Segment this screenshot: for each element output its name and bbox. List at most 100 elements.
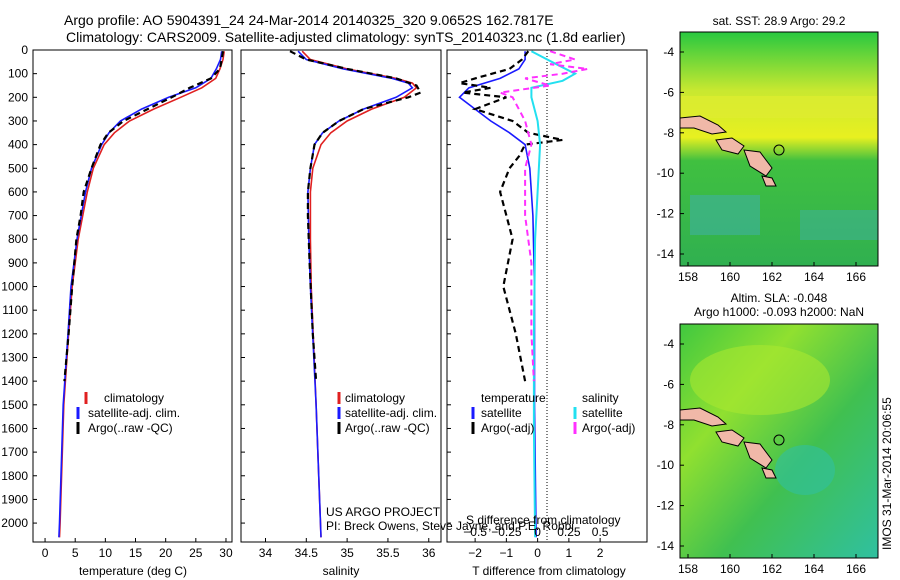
- lat-tick-label: -4: [663, 337, 674, 351]
- depth-tick-label: 800: [8, 232, 28, 246]
- sst-cool-patch: [800, 210, 878, 240]
- sst-warm-band: [680, 96, 878, 118]
- series-line-argo-raw-qc-: [289, 50, 423, 382]
- depth-tick-label: 1800: [1, 469, 28, 483]
- s-tick-label: 0.25: [557, 525, 581, 539]
- island-shape: [715, 137, 745, 155]
- legend-climatology: climatology: [345, 391, 405, 405]
- lat-tick-label: -14: [657, 539, 675, 553]
- depth-tick-label: 1000: [1, 280, 28, 294]
- difference-xlabel: T difference from climatology: [472, 564, 626, 578]
- depth-tick-label: 900: [8, 256, 28, 270]
- lon-tick-label: 162: [762, 562, 782, 576]
- depth-tick-label: 1400: [1, 374, 28, 388]
- salinity-axes-frame: [240, 49, 442, 543]
- island-shape: [743, 149, 773, 177]
- temperature-xlabel: temperature (deg C): [79, 564, 187, 578]
- depth-tick-label: 1600: [1, 421, 28, 435]
- island-shape: [715, 429, 745, 447]
- lon-tick-label: 158: [678, 270, 698, 284]
- lon-tick-label: 158: [678, 562, 698, 576]
- difference-legend: temperature salinity satellite Argo(-adj…: [471, 391, 635, 435]
- lat-tick-label: -6: [663, 85, 674, 99]
- lon-tick-label: 160: [720, 562, 740, 576]
- depth-tick-label: 1200: [1, 327, 28, 341]
- depth-tick-label: 400: [8, 138, 28, 152]
- legend-satellite: satellite-adj. clim.: [88, 406, 180, 420]
- depth-tick-label: 1700: [1, 445, 28, 459]
- x-tick-label: 20: [159, 546, 173, 560]
- x-tick-label: −1: [500, 546, 514, 560]
- legend-argo: Argo(..raw -QC): [345, 421, 430, 435]
- figure-title: Argo profile: AO 5904391_24 24-Mar-2014 …: [64, 12, 554, 28]
- x-tick-label: 10: [99, 546, 113, 560]
- x-tick-label: 34.5: [295, 546, 319, 560]
- depth-tick-label: 600: [8, 185, 28, 199]
- series-line-argo-raw-qc-: [63, 51, 225, 382]
- lat-tick-label: -8: [663, 418, 674, 432]
- lat-tick-label: -6: [663, 377, 674, 391]
- depth-tick-label: 100: [8, 67, 28, 81]
- x-tick-label: 0: [534, 546, 541, 560]
- x-tick-label: 36: [422, 546, 436, 560]
- x-tick-label: 25: [189, 546, 203, 560]
- depth-tick-label: 1300: [1, 351, 28, 365]
- lat-tick-label: -14: [657, 247, 675, 261]
- legend-satellite: satellite-adj. clim.: [345, 406, 437, 420]
- argo-float-marker: [773, 144, 785, 156]
- sla-map: Altim. SLA: -0.048 Argo h1000: -0.093 h2…: [657, 291, 879, 576]
- depth-tick-label: 300: [8, 114, 28, 128]
- difference-panel: −2 −1 0 1 2 −0.5 −0.25 0 0.25 0.5: [446, 49, 648, 560]
- salinity-panel: 34 34.5 35 35.5 36: [240, 49, 442, 560]
- island-shape: [743, 441, 773, 469]
- temperature-legend: climatology satellite-adj. clim. Argo(..…: [76, 391, 180, 435]
- sla-map-title: Altim. SLA: -0.048: [731, 291, 828, 305]
- depth-tick-label: 200: [8, 90, 28, 104]
- lat-tick-label: -10: [657, 458, 675, 472]
- island-shape: [680, 407, 728, 427]
- figure-subtitle: Climatology: CARS2009. Satellite-adjuste…: [66, 29, 626, 45]
- x-tick-label: 2: [597, 546, 604, 560]
- x-tick-label: 30: [219, 546, 233, 560]
- depth-tick-label: 2000: [1, 516, 28, 530]
- sst-map: sat. SST: 28.9 Argo: 29.2 -4 -6 -8 -10 -12 -1…: [657, 14, 879, 284]
- x-tick-label: 1: [566, 546, 573, 560]
- footer-stamp: IMOS 31-Mar-2014 20:06:55: [880, 397, 894, 550]
- sst-map-frame: [679, 31, 879, 267]
- legend-climatology: climatology: [104, 391, 164, 405]
- island-shape: [761, 175, 777, 187]
- depth-tick-label: 0: [21, 43, 28, 57]
- x-tick-label: 34: [259, 546, 273, 560]
- lon-tick-label: 164: [804, 562, 824, 576]
- island-shape: [680, 115, 728, 135]
- sla-low-patch: [775, 445, 835, 495]
- credits-project: US ARGO PROJECT: [326, 505, 441, 519]
- lat-tick-label: -4: [663, 45, 674, 59]
- difference-top-label: S difference from climatology: [466, 513, 621, 527]
- depth-tick-label: 1900: [1, 492, 28, 506]
- island-shape: [761, 467, 777, 479]
- legend-t-satellite: satellite: [481, 406, 522, 420]
- x-tick-label: 0: [42, 546, 49, 560]
- s-tick-label: −0.5: [463, 525, 487, 539]
- lon-tick-label: 166: [846, 562, 866, 576]
- depth-tick-label: 700: [8, 209, 28, 223]
- lat-tick-label: -8: [663, 126, 674, 140]
- x-tick-label: −2: [468, 546, 482, 560]
- series-line-salinity-satellite: [530, 50, 578, 538]
- legend-temperature-title: temperature: [481, 391, 546, 405]
- temperature-axes-frame: [32, 49, 233, 543]
- lon-tick-label: 166: [846, 270, 866, 284]
- sst-cool-patch: [690, 195, 760, 235]
- lat-tick-label: -12: [657, 207, 675, 221]
- depth-tick-label: 1100: [2, 303, 28, 317]
- legend-t-argo: Argo(-adj): [481, 421, 534, 435]
- x-tick-label: 35: [340, 546, 354, 560]
- credits-pi: PI: Breck Owens, Steve Jayne, and P.E. R…: [326, 519, 574, 533]
- legend-s-satellite: satellite: [582, 406, 623, 420]
- sst-map-title: sat. SST: 28.9 Argo: 29.2: [713, 14, 846, 28]
- depth-axis: 0 100 200 300 400 500 600 700 800 900 1000 1100 1200…: [1, 43, 451, 530]
